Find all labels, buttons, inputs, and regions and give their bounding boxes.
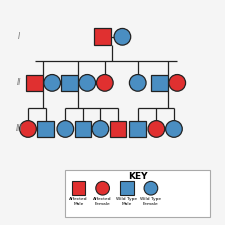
Circle shape [129,74,146,91]
FancyBboxPatch shape [74,121,91,137]
Text: KEY: KEY [128,172,147,181]
Text: Wild Type
Male: Wild Type Male [116,197,137,206]
Text: II: II [17,78,21,87]
Circle shape [97,74,113,91]
Circle shape [57,121,74,137]
Text: Affected
Male: Affected Male [69,197,88,206]
Circle shape [96,181,110,195]
Text: III: III [16,124,22,133]
Text: Affected
Female: Affected Female [93,197,112,206]
Circle shape [92,121,109,137]
FancyBboxPatch shape [26,74,43,91]
Circle shape [169,74,186,91]
Circle shape [144,181,158,195]
Text: Wild Type
Female: Wild Type Female [140,197,162,206]
Circle shape [44,74,61,91]
FancyBboxPatch shape [94,28,111,45]
FancyBboxPatch shape [37,121,54,137]
Text: I: I [18,32,20,41]
FancyBboxPatch shape [110,121,126,137]
FancyBboxPatch shape [65,170,210,217]
Circle shape [148,121,165,137]
Circle shape [79,74,96,91]
Circle shape [114,28,131,45]
Circle shape [20,121,36,137]
FancyBboxPatch shape [72,181,85,195]
FancyBboxPatch shape [129,121,146,137]
FancyBboxPatch shape [120,181,134,195]
Circle shape [166,121,182,137]
FancyBboxPatch shape [151,74,168,91]
FancyBboxPatch shape [61,74,78,91]
